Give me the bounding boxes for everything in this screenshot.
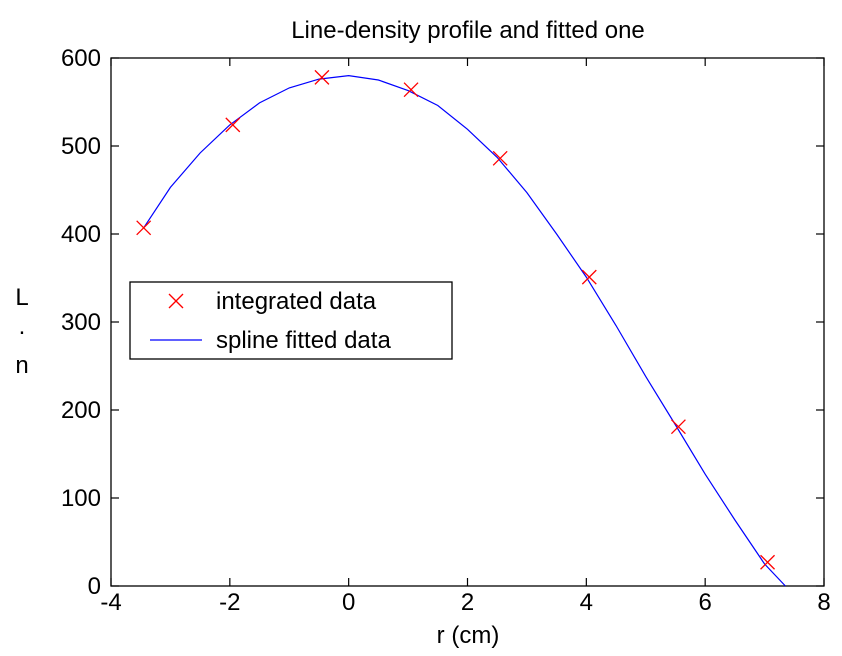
legend-x-glyph: [168, 293, 184, 309]
legend-entry-label: spline fitted data: [216, 327, 391, 354]
marker-stroke: [403, 82, 419, 98]
x-axis-label: r (cm): [437, 622, 500, 649]
x-tick-label: 8: [817, 589, 830, 616]
x-tick-label: 2: [461, 589, 474, 616]
chart-title: Line-density profile and fitted one: [291, 17, 645, 44]
marker-stroke: [581, 269, 597, 285]
marker-stroke: [760, 554, 776, 570]
y-axis-label-line: L: [15, 284, 28, 311]
legend-box: [129, 281, 453, 360]
data-point-integrated: [136, 220, 152, 236]
x-tick-label: -4: [100, 589, 121, 616]
legend-marker-x: [168, 293, 184, 309]
marker-stroke: [314, 69, 330, 85]
x-tick-label: 6: [698, 589, 711, 616]
marker-stroke: [492, 150, 508, 166]
y-axis-label: L . n: [15, 284, 28, 379]
data-point-integrated: [403, 82, 419, 98]
x-axis: -4 -2 0 2 4 6 8: [100, 58, 831, 616]
data-point-integrated: [581, 269, 597, 285]
y-tick-label: 500: [61, 133, 101, 160]
y-axis: 0 100 200 300 400 500 600: [61, 45, 824, 600]
data-point-integrated: [314, 69, 330, 85]
y-tick-label: 300: [61, 309, 101, 336]
y-axis-label-line: .: [19, 313, 26, 340]
y-axis-label-line: n: [15, 352, 28, 379]
marker-stroke: [670, 419, 686, 435]
y-tick-label: 0: [88, 573, 101, 600]
legend-entry-label: integrated data: [216, 288, 377, 315]
x-tick-label: 4: [580, 589, 593, 616]
series-layer: [136, 69, 786, 587]
y-tick-label: 400: [61, 221, 101, 248]
data-point-integrated: [670, 419, 686, 435]
x-tick-label: 0: [342, 589, 355, 616]
data-point-integrated: [760, 554, 776, 570]
series-line-spline-fitted-data: [143, 74, 786, 587]
x-tick-label: -2: [219, 589, 240, 616]
y-tick-label: 200: [61, 397, 101, 424]
y-tick-label: 100: [61, 485, 101, 512]
data-point-integrated: [225, 117, 241, 133]
legend: integrated data spline fitted data: [129, 281, 453, 360]
marker-stroke: [168, 293, 184, 309]
y-tick-label: 600: [61, 45, 101, 72]
data-point-integrated: [492, 150, 508, 166]
marker-stroke: [225, 117, 241, 133]
marker-stroke: [136, 220, 152, 236]
